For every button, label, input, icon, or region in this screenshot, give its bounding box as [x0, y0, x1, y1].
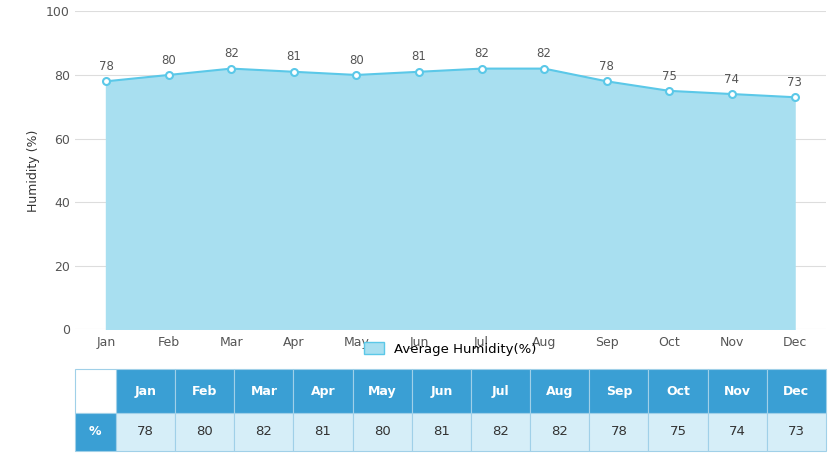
Text: %: % [89, 425, 101, 438]
Text: 78: 78 [99, 60, 114, 73]
Text: Nov: Nov [724, 385, 750, 398]
Bar [648, 413, 707, 451]
Text: 82: 82 [537, 47, 552, 60]
Bar [294, 413, 353, 451]
Text: 80: 80 [349, 54, 364, 67]
Text: Jun: Jun [430, 385, 452, 398]
Bar [353, 370, 412, 413]
Bar [175, 370, 234, 413]
Text: 82: 82 [256, 425, 272, 438]
Bar [353, 413, 412, 451]
Text: 74: 74 [725, 73, 740, 86]
Text: 75: 75 [670, 425, 686, 438]
Text: Jan: Jan [134, 385, 157, 398]
Bar [767, 370, 826, 413]
Bar [175, 413, 234, 451]
Bar [767, 413, 826, 451]
Text: 80: 80 [161, 54, 176, 67]
Bar [707, 370, 767, 413]
Bar [471, 370, 530, 413]
Text: 81: 81 [315, 425, 331, 438]
Bar [530, 370, 589, 413]
Text: 82: 82 [224, 47, 239, 60]
Text: 74: 74 [729, 425, 745, 438]
Bar [116, 413, 175, 451]
Text: Feb: Feb [192, 385, 217, 398]
Text: 80: 80 [197, 425, 213, 438]
Text: May: May [368, 385, 397, 398]
Bar [234, 413, 294, 451]
Bar [116, 370, 175, 413]
Text: 73: 73 [788, 425, 805, 438]
Bar [589, 413, 648, 451]
Bar [412, 413, 471, 451]
Text: 78: 78 [599, 60, 614, 73]
Bar [412, 370, 471, 413]
Text: 78: 78 [610, 425, 627, 438]
Bar [530, 413, 589, 451]
Text: 81: 81 [286, 50, 301, 64]
Text: Aug: Aug [546, 385, 574, 398]
Text: 81: 81 [412, 50, 427, 64]
Text: 82: 82 [551, 425, 568, 438]
Text: Sep: Sep [606, 385, 632, 398]
Text: 81: 81 [433, 425, 450, 438]
Bar [234, 370, 294, 413]
Text: Mar: Mar [251, 385, 277, 398]
Bar [589, 370, 648, 413]
Bar [707, 413, 767, 451]
Bar [75, 413, 116, 451]
Bar [471, 413, 530, 451]
Text: 73: 73 [787, 76, 802, 89]
Text: Apr: Apr [310, 385, 335, 398]
Text: Oct: Oct [666, 385, 690, 398]
Bar [75, 370, 116, 413]
Bar [294, 370, 353, 413]
Text: 78: 78 [137, 425, 154, 438]
Bar [648, 370, 707, 413]
Text: Jul: Jul [491, 385, 510, 398]
Legend: Average Humidity(%): Average Humidity(%) [364, 342, 537, 355]
Text: 82: 82 [492, 425, 509, 438]
Text: 75: 75 [662, 69, 676, 83]
Text: Dec: Dec [784, 385, 809, 398]
Text: 82: 82 [474, 47, 489, 60]
Y-axis label: Humidity (%): Humidity (%) [27, 129, 41, 212]
Text: 80: 80 [374, 425, 391, 438]
